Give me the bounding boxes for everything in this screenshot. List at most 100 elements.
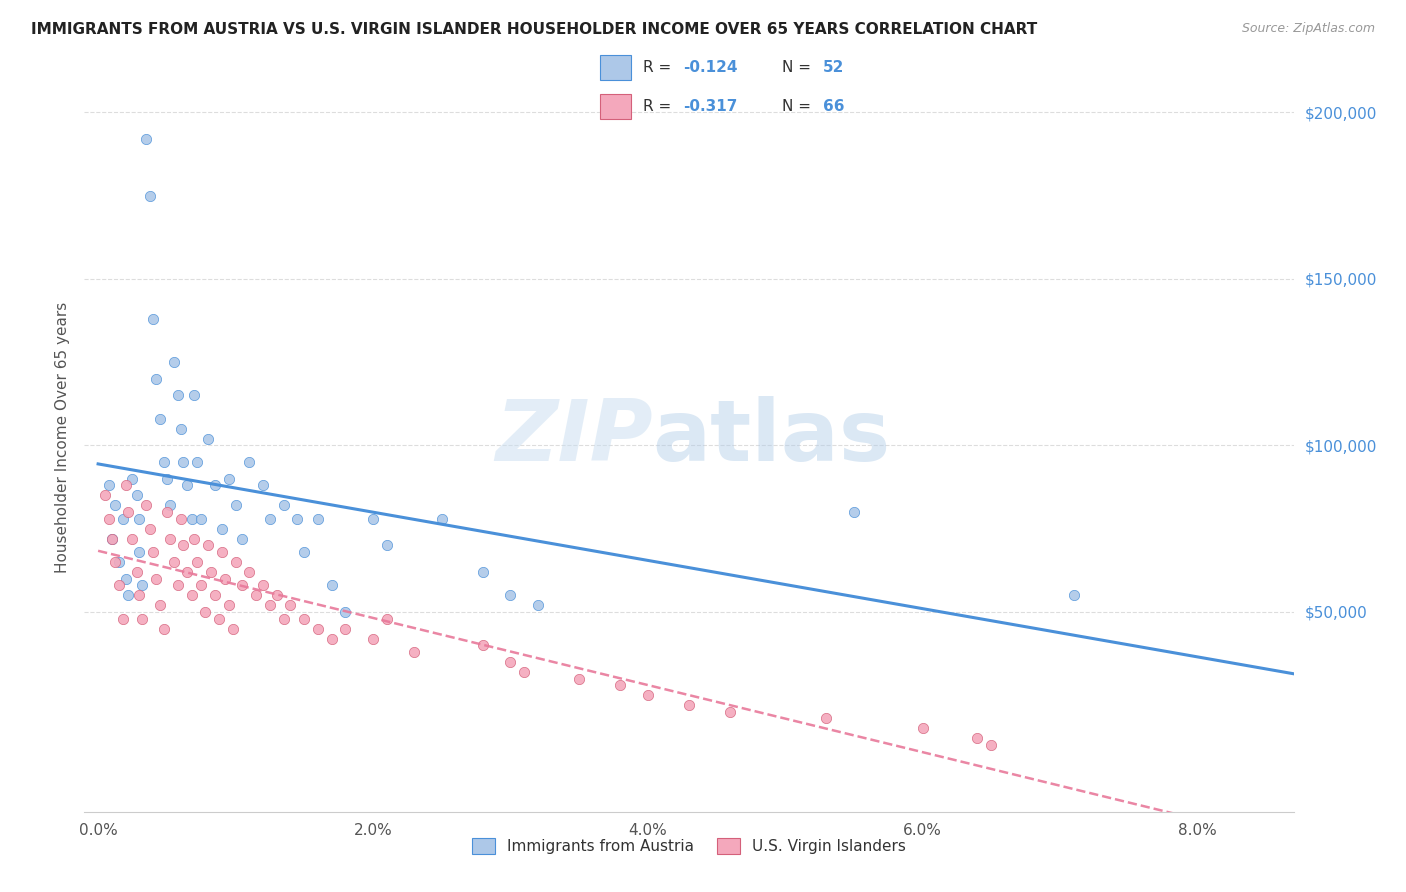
Point	[176, 565, 198, 579]
Point	[125, 565, 148, 579]
Point	[128, 588, 150, 602]
Point	[266, 588, 288, 602]
Point	[321, 632, 343, 646]
Point	[273, 499, 295, 513]
Text: ZIP: ZIP	[495, 395, 652, 479]
Point	[183, 532, 205, 546]
Point	[499, 655, 522, 669]
Point	[815, 711, 838, 725]
Point	[307, 511, 329, 525]
Point	[259, 511, 281, 525]
Point	[375, 538, 398, 552]
Point	[208, 611, 231, 625]
Point	[307, 622, 329, 636]
Point	[637, 688, 659, 702]
Point	[104, 555, 127, 569]
Text: 52: 52	[823, 60, 844, 75]
Text: N =: N =	[782, 60, 815, 75]
Point	[172, 538, 194, 552]
Point	[568, 672, 591, 686]
Point	[166, 578, 188, 592]
Bar	[600, 94, 631, 120]
Point	[156, 472, 179, 486]
Point	[121, 532, 143, 546]
Text: R =: R =	[643, 60, 676, 75]
Point	[107, 578, 129, 592]
Point	[186, 555, 208, 569]
Point	[499, 588, 522, 602]
Text: -0.124: -0.124	[683, 60, 738, 75]
Legend: Immigrants from Austria, U.S. Virgin Islanders: Immigrants from Austria, U.S. Virgin Isl…	[465, 832, 912, 860]
Point	[238, 455, 260, 469]
Point	[131, 611, 153, 625]
Point	[135, 499, 157, 513]
Point	[225, 499, 247, 513]
Point	[135, 132, 157, 146]
Point	[183, 388, 205, 402]
Point	[172, 455, 194, 469]
Point	[204, 588, 226, 602]
Point	[169, 422, 191, 436]
Point	[335, 605, 357, 619]
Point	[245, 588, 267, 602]
Point	[225, 555, 247, 569]
Point	[153, 455, 176, 469]
Point	[111, 611, 134, 625]
Text: IMMIGRANTS FROM AUSTRIA VS U.S. VIRGIN ISLANDER HOUSEHOLDER INCOME OVER 65 YEARS: IMMIGRANTS FROM AUSTRIA VS U.S. VIRGIN I…	[31, 22, 1038, 37]
Point	[259, 599, 281, 613]
Point	[176, 478, 198, 492]
Text: R =: R =	[643, 99, 676, 114]
Point	[121, 472, 143, 486]
Point	[114, 572, 136, 586]
Point	[194, 605, 217, 619]
Point	[101, 532, 124, 546]
Point	[128, 545, 150, 559]
Point	[231, 578, 253, 592]
Point	[153, 622, 176, 636]
Point	[204, 478, 226, 492]
Point	[238, 565, 260, 579]
Point	[94, 488, 117, 502]
Point	[117, 588, 139, 602]
Point	[214, 572, 236, 586]
Point	[169, 511, 191, 525]
Point	[101, 532, 124, 546]
Point	[609, 678, 631, 692]
Point	[911, 722, 934, 736]
Point	[200, 565, 222, 579]
Point	[186, 455, 208, 469]
Text: atlas: atlas	[652, 395, 891, 479]
Point	[159, 499, 181, 513]
Text: N =: N =	[782, 99, 815, 114]
Point	[180, 588, 202, 602]
Y-axis label: Householder Income Over 65 years: Householder Income Over 65 years	[55, 301, 70, 573]
Point	[273, 611, 295, 625]
Point	[292, 611, 315, 625]
Point	[190, 511, 212, 525]
Point	[222, 622, 245, 636]
Point	[197, 538, 219, 552]
Point	[718, 705, 741, 719]
Point	[117, 505, 139, 519]
Point	[149, 411, 172, 425]
Text: Source: ZipAtlas.com: Source: ZipAtlas.com	[1241, 22, 1375, 36]
Point	[1063, 588, 1085, 602]
Point	[361, 632, 384, 646]
Bar	[600, 54, 631, 80]
Point	[321, 578, 343, 592]
Point	[139, 188, 162, 202]
Point	[218, 599, 240, 613]
Point	[197, 432, 219, 446]
Point	[211, 545, 233, 559]
Point	[335, 622, 357, 636]
Point	[142, 311, 165, 326]
Point	[361, 511, 384, 525]
Point	[128, 511, 150, 525]
Point	[966, 731, 988, 746]
Point	[218, 472, 240, 486]
Point	[231, 532, 253, 546]
Point	[252, 578, 274, 592]
Text: -0.317: -0.317	[683, 99, 738, 114]
Point	[211, 522, 233, 536]
Point	[114, 478, 136, 492]
